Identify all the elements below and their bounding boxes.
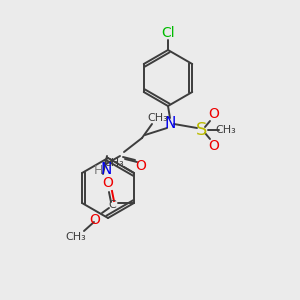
Text: O: O	[208, 139, 219, 153]
Text: O: O	[208, 107, 219, 121]
Text: CH₃: CH₃	[216, 125, 236, 135]
Text: CH₃: CH₃	[148, 113, 168, 123]
Text: CH₃: CH₃	[66, 232, 86, 242]
Text: N: N	[164, 116, 176, 131]
Text: Cl: Cl	[161, 26, 175, 40]
Text: O: O	[89, 213, 100, 227]
Text: S: S	[196, 121, 208, 139]
Text: CH₃: CH₃	[103, 158, 124, 168]
Text: O: O	[136, 159, 146, 173]
Text: H: H	[93, 164, 103, 176]
Text: C: C	[108, 200, 116, 210]
Text: O: O	[103, 176, 113, 190]
Text: N: N	[100, 163, 112, 178]
